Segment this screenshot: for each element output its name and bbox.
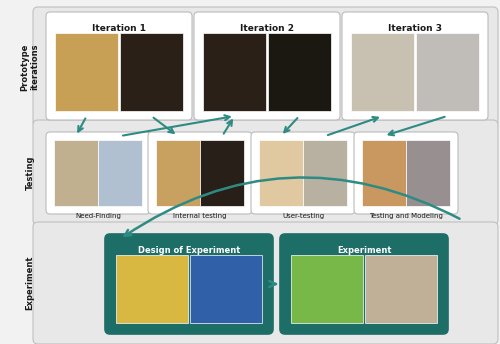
FancyBboxPatch shape — [33, 7, 498, 127]
Text: Experiment: Experiment — [337, 246, 391, 255]
Text: Internal testing: Internal testing — [174, 213, 227, 219]
FancyBboxPatch shape — [280, 234, 448, 334]
FancyBboxPatch shape — [194, 12, 340, 120]
Text: Experiment: Experiment — [26, 256, 35, 310]
FancyBboxPatch shape — [46, 132, 150, 214]
Bar — [268, 33, 331, 111]
FancyBboxPatch shape — [33, 222, 498, 344]
Text: Testing and Modeling: Testing and Modeling — [369, 213, 443, 219]
Bar — [351, 33, 414, 111]
Text: Iteration 2: Iteration 2 — [240, 24, 294, 33]
FancyBboxPatch shape — [354, 132, 458, 214]
Text: Iteration 3: Iteration 3 — [388, 24, 442, 33]
Bar — [120, 33, 183, 111]
Bar — [406, 140, 450, 206]
Bar — [291, 255, 364, 323]
Bar — [54, 140, 98, 206]
Bar — [156, 140, 200, 206]
Text: User-testing: User-testing — [282, 213, 324, 219]
Text: Need-Finding: Need-Finding — [75, 213, 121, 219]
Text: Design of Experiment: Design of Experiment — [138, 246, 240, 255]
Bar — [98, 140, 142, 206]
Bar — [116, 255, 188, 323]
Bar — [200, 140, 244, 206]
FancyBboxPatch shape — [33, 120, 498, 225]
Bar — [190, 255, 262, 323]
FancyBboxPatch shape — [105, 234, 273, 334]
Bar — [55, 33, 118, 111]
Bar — [304, 140, 347, 206]
Text: Testing: Testing — [26, 155, 35, 190]
Text: Iteration 1: Iteration 1 — [92, 24, 146, 33]
Bar — [203, 33, 266, 111]
FancyBboxPatch shape — [251, 132, 355, 214]
Bar — [259, 140, 302, 206]
FancyBboxPatch shape — [46, 12, 192, 120]
Text: Prototype
iterations: Prototype iterations — [20, 43, 40, 91]
Bar — [416, 33, 479, 111]
Bar — [362, 140, 406, 206]
FancyBboxPatch shape — [342, 12, 488, 120]
Bar — [364, 255, 437, 323]
FancyBboxPatch shape — [148, 132, 252, 214]
